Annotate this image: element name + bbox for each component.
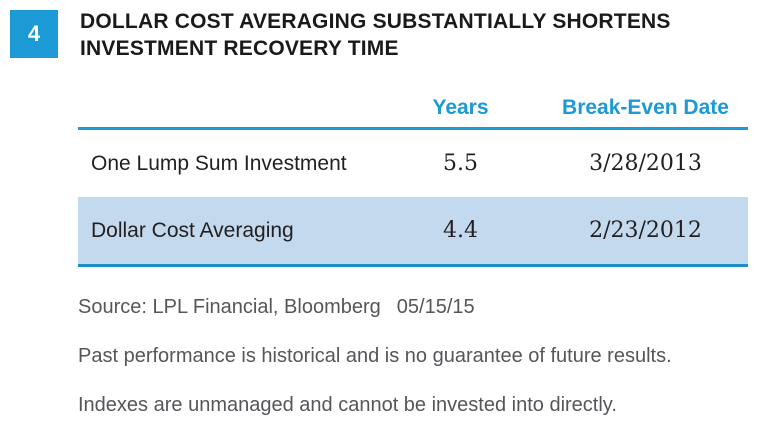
table-row-lump-sum: One Lump Sum Investment 5.5 3/28/2013	[78, 130, 748, 197]
figure-footnotes: Source: LPL Financial, Bloomberg 05/15/15…	[78, 294, 766, 418]
disclaimer-indexes: Indexes are unmanaged and cannot be inve…	[78, 394, 617, 416]
disclaimer-past-performance: Past performance is historical and is no…	[78, 345, 672, 367]
column-header-years: Years	[432, 96, 489, 119]
table-header-row: Years Break-Even Date	[78, 89, 748, 130]
row-label: Dollar Cost Averaging	[91, 218, 294, 242]
table-row-dollar-cost-averaging: Dollar Cost Averaging 4.4 2/23/2012	[78, 197, 748, 267]
figure-number-badge: 4	[10, 10, 58, 58]
source-note: Source: LPL Financial, Bloomberg 05/15/15	[78, 294, 766, 320]
break-even-date-value: 2/23/2012	[589, 218, 702, 243]
years-value: 4.4	[443, 218, 478, 243]
figure-title: DOLLAR COST AVERAGING SUBSTANTIALLY SHOR…	[80, 10, 671, 60]
column-header-break-even-date: Break-Even Date	[562, 96, 729, 119]
figure-header: 4 DOLLAR COST AVERAGING SUBSTANTIALLY SH…	[0, 0, 766, 62]
break-even-date-value: 3/28/2013	[589, 151, 702, 176]
row-label: One Lump Sum Investment	[91, 151, 347, 175]
source-text: Source: LPL Financial, Bloomberg	[78, 296, 381, 318]
years-value: 5.5	[443, 151, 478, 176]
source-date: 05/15/15	[396, 296, 475, 318]
break-even-table: Years Break-Even Date One Lump Sum Inves…	[78, 89, 748, 267]
